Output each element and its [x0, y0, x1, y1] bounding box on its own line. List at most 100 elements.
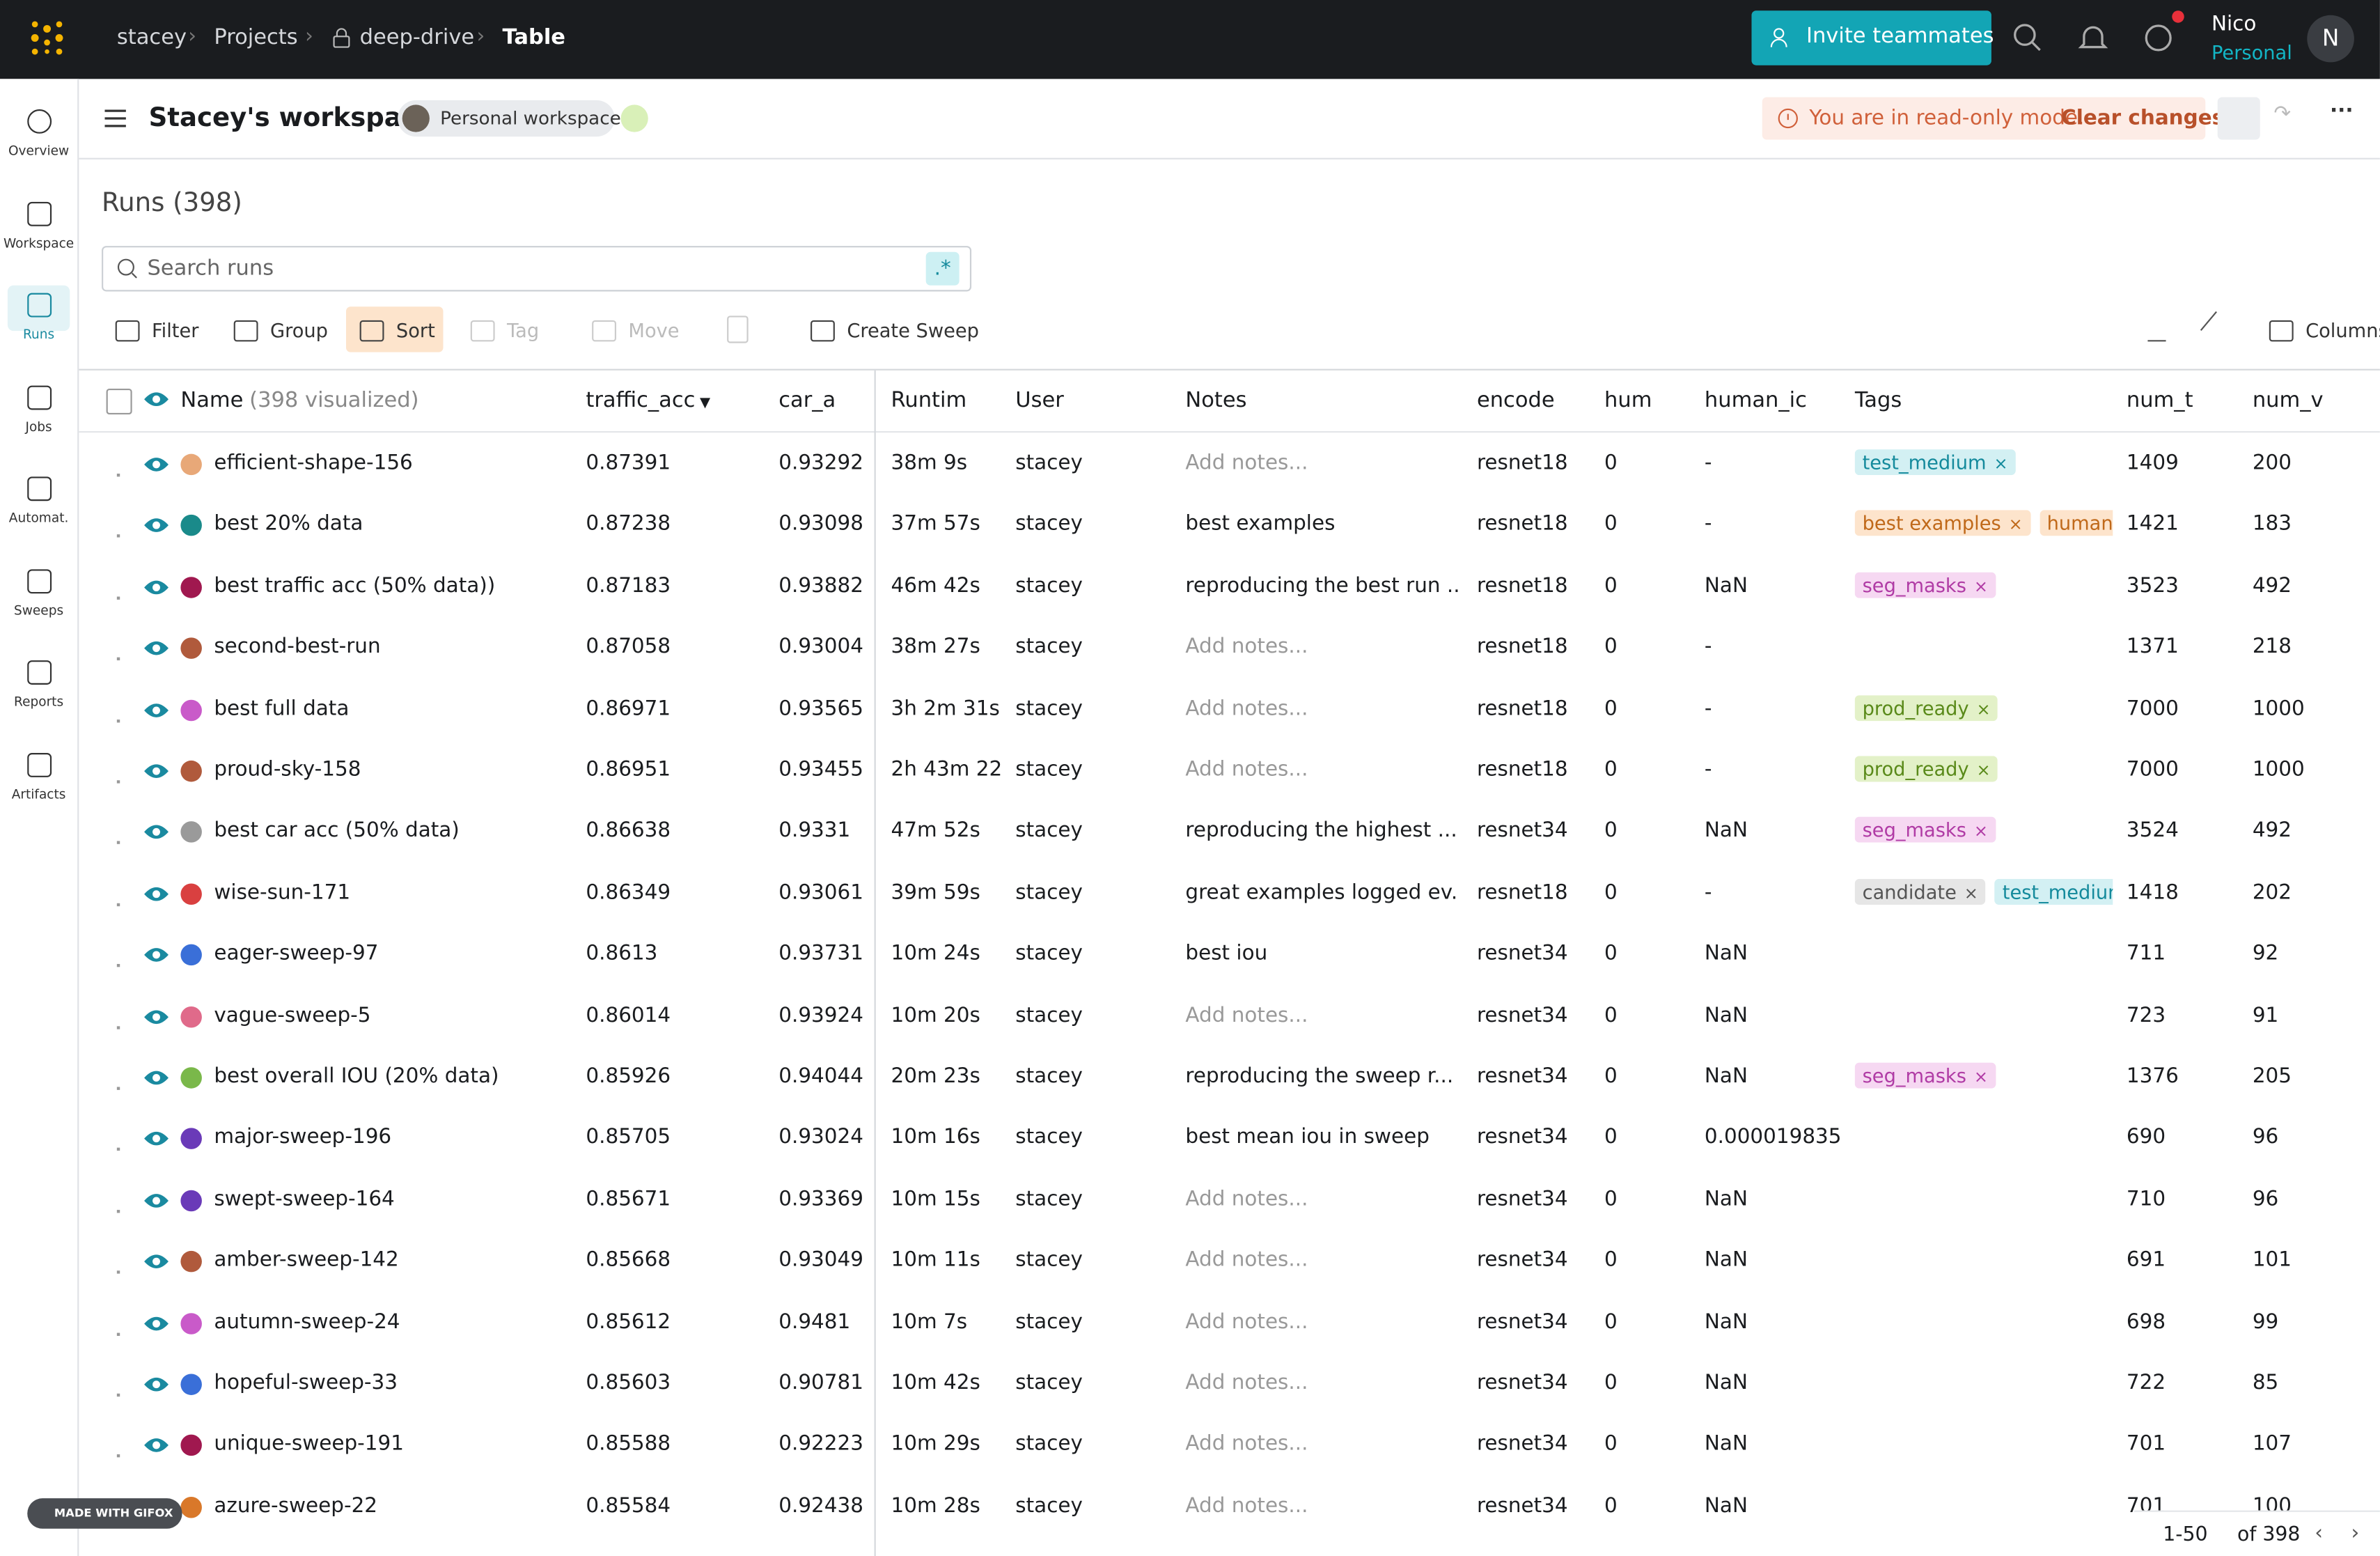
run-color[interactable]: [180, 944, 202, 966]
visibility-toggle[interactable]: [143, 1314, 170, 1332]
sidebar-item[interactable]: Workspace: [0, 196, 77, 272]
table-row[interactable]: efficient-shape-156 0.87391 0.93292 38m 9s s…: [79, 446, 2380, 507]
tag[interactable]: seg_masks ×: [1854, 817, 1996, 843]
cell-name[interactable]: swept-sweep-164: [214, 1187, 563, 1211]
eye-icon[interactable]: [143, 390, 170, 408]
cell-notes[interactable]: Add notes...: [1185, 1309, 1458, 1334]
tag-remove[interactable]: ×: [1976, 699, 1991, 719]
cell-notes[interactable]: reproducing the highest ...: [1185, 819, 1458, 843]
cell-name[interactable]: best car acc (50% data): [214, 819, 563, 843]
breadcrumb[interactable]: stacey: [116, 26, 187, 50]
sidebar-item[interactable]: Overview: [0, 104, 77, 180]
column-header[interactable]: encode: [1477, 389, 1590, 413]
column-header[interactable]: Tags: [1855, 389, 2113, 413]
table-row[interactable]: hopeful-sweep-33 0.85603 0.90781 10m 42s sta…: [79, 1367, 2380, 1427]
table-row[interactable]: best car acc (50% data) 0.86638 0.9331 47m …: [79, 814, 2380, 875]
visibility-toggle[interactable]: [143, 885, 170, 903]
run-color[interactable]: [180, 1006, 202, 1027]
run-color[interactable]: [180, 760, 202, 782]
cell-name[interactable]: vague-sweep-5: [214, 1003, 563, 1027]
cell-notes[interactable]: Add notes...: [1185, 1003, 1458, 1027]
column-header[interactable]: human_ic: [1705, 389, 1841, 413]
sidebar-item[interactable]: Sweeps: [0, 564, 77, 640]
tag-remove[interactable]: ×: [1994, 453, 2008, 474]
cell-name[interactable]: unique-sweep-191: [214, 1432, 563, 1456]
cell-notes[interactable]: Add notes...: [1185, 1187, 1458, 1211]
select-all-checkbox[interactable]: [106, 388, 132, 415]
cell-name[interactable]: amber-sweep-142: [214, 1248, 563, 1273]
table-row[interactable]: best 20% data 0.87238 0.93098 37m 57s stacey…: [79, 508, 2380, 568]
column-header[interactable]: traffic_acc ▼: [586, 389, 768, 413]
magic-icon[interactable]: [2200, 311, 2234, 345]
tag[interactable]: test_medium ×: [1854, 449, 2016, 476]
run-color[interactable]: [180, 1496, 202, 1518]
bell-icon[interactable]: [2078, 23, 2108, 54]
search-box[interactable]: Search runs .*: [102, 246, 972, 292]
cell-name[interactable]: proud-sky-158: [214, 758, 563, 782]
toolbar-button[interactable]: Filter: [151, 318, 199, 342]
run-color[interactable]: [180, 1374, 202, 1395]
visibility-toggle[interactable]: [143, 762, 170, 780]
toolbar-button[interactable]: Create Sweep: [847, 318, 979, 342]
tag[interactable]: humans×: [2039, 511, 2113, 537]
cell-name[interactable]: wise-sun-171: [214, 880, 563, 905]
redo-button[interactable]: ↷: [2273, 102, 2291, 126]
menu-icon[interactable]: [104, 109, 126, 127]
tag-remove[interactable]: ×: [1976, 760, 1991, 781]
prev-page[interactable]: ‹: [2315, 1520, 2323, 1546]
cell-notes[interactable]: Add notes...: [1185, 635, 1458, 659]
run-color[interactable]: [180, 1435, 202, 1456]
table-row[interactable]: wise-sun-171 0.86349 0.93061 39m 59s stacey g…: [79, 876, 2380, 936]
visibility-toggle[interactable]: [143, 639, 170, 658]
visibility-toggle[interactable]: [143, 1191, 170, 1209]
breadcrumb[interactable]: Projects: [214, 26, 298, 50]
cell-notes[interactable]: Add notes...: [1185, 1432, 1458, 1456]
table-row[interactable]: proud-sky-158 0.86951 0.93455 2h 43m 22 stac…: [79, 753, 2380, 814]
cell-name[interactable]: best full data: [214, 697, 563, 721]
tag[interactable]: prod_ready ×: [1854, 756, 1998, 782]
run-color[interactable]: [180, 821, 202, 843]
visibility-toggle[interactable]: [143, 1252, 170, 1270]
invite-button[interactable]: Invite teammates: [1751, 10, 1994, 65]
cell-notes[interactable]: reproducing the sweep r...: [1185, 1064, 1458, 1089]
tag-remove[interactable]: ×: [1964, 883, 1978, 903]
table-row[interactable]: vague-sweep-5 0.86014 0.93924 10m 20s stacey…: [79, 998, 2380, 1059]
table-row[interactable]: swept-sweep-164 0.85671 0.93369 10m 15s stac…: [79, 1182, 2380, 1243]
cell-name[interactable]: autumn-sweep-24: [214, 1309, 563, 1334]
cell-notes[interactable]: best examples: [1185, 512, 1458, 536]
page-range[interactable]: 1-50: [2163, 1524, 2208, 1547]
sidebar-item[interactable]: Automat.: [0, 472, 77, 548]
visibility-toggle[interactable]: [143, 578, 170, 596]
visibility-toggle[interactable]: [143, 1068, 170, 1087]
visibility-toggle[interactable]: [143, 1130, 170, 1148]
breadcrumb[interactable]: deep-drive: [359, 26, 475, 50]
cell-notes[interactable]: Add notes...: [1185, 1248, 1458, 1273]
visibility-toggle[interactable]: [143, 823, 170, 841]
sidebar-item[interactable]: Jobs: [0, 380, 77, 456]
search-icon[interactable]: [2012, 23, 2043, 54]
cell-notes[interactable]: Add notes...: [1185, 697, 1458, 721]
cell-name[interactable]: azure-sweep-22: [214, 1493, 563, 1518]
visibility-toggle[interactable]: [143, 1437, 170, 1455]
run-color[interactable]: [180, 515, 202, 537]
visibility-toggle[interactable]: [143, 946, 170, 964]
cell-notes[interactable]: best mean iou in sweep: [1185, 1126, 1458, 1150]
column-header[interactable]: num_t: [2127, 389, 2240, 413]
cell-name[interactable]: major-sweep-196: [214, 1126, 563, 1150]
toolbar-button[interactable]: Group: [270, 318, 328, 342]
cell-notes[interactable]: Add notes...: [1185, 451, 1458, 475]
clear-changes[interactable]: Clear changes: [2061, 106, 2225, 131]
column-header[interactable]: num_v: [2253, 389, 2359, 413]
cell-name[interactable]: best traffic acc (50% data)): [214, 573, 563, 598]
column-header[interactable]: Name (398 visualized): [180, 389, 560, 413]
table-row[interactable]: best overall IOU (20% data) 0.85926 0.9404…: [79, 1059, 2380, 1120]
run-color[interactable]: [180, 637, 202, 660]
save-icon[interactable]: [620, 104, 648, 132]
table-row[interactable]: second-best-run 0.87058 0.93004 38m 27s stac…: [79, 630, 2380, 691]
visibility-toggle[interactable]: [143, 517, 170, 535]
column-header[interactable]: Runtim: [891, 389, 1001, 413]
table-row[interactable]: eager-sweep-97 0.8613 0.93731 10m 24s stacey…: [79, 937, 2380, 997]
column-header[interactable]: Notes: [1185, 389, 1458, 413]
toolbar-button[interactable]: Columns: [2305, 318, 2380, 342]
run-color[interactable]: [180, 576, 202, 598]
